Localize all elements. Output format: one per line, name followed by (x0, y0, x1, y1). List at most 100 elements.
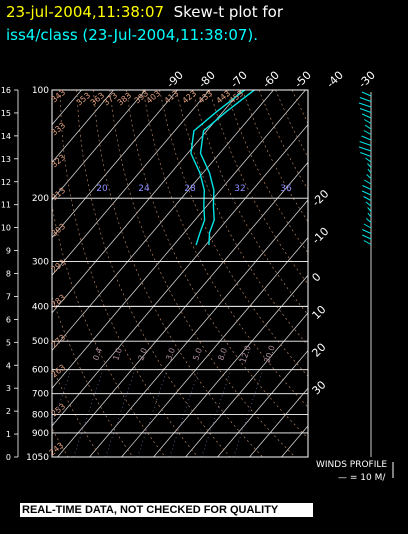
isotherm-line (217, 349, 308, 457)
mixing-ratio-line (137, 369, 168, 457)
height-tick-label: 1 (6, 430, 11, 439)
height-tick-label: 4 (6, 361, 11, 370)
dry-adiabat (325, 90, 408, 457)
temp-tick-label-top: -90 (164, 69, 186, 91)
mixing-ratio-label: 32 (234, 184, 245, 194)
temp-tick-label-right: 30 (310, 378, 329, 397)
isotherm-line (249, 387, 308, 457)
wind-barb (361, 190, 372, 196)
plot-area (52, 90, 408, 457)
mixing-ratio-line (169, 369, 200, 457)
wind-barb (363, 196, 372, 201)
height-tick-label: 10 (1, 224, 11, 233)
theta-label: 243 (48, 441, 65, 458)
dry-adiabat (208, 90, 308, 285)
dry-adiabat (275, 90, 308, 158)
wind-barb (359, 108, 372, 113)
isotherm-line (185, 312, 308, 457)
dry-adiabat (92, 90, 263, 457)
wind-barb (362, 185, 372, 190)
pressure-tick-label: 600 (32, 366, 49, 376)
height-tick-label: 8 (6, 270, 11, 279)
pressure-tick-label: 500 (32, 337, 49, 347)
mixing-ratio-label: 3.0 (164, 347, 177, 362)
mixing-ratio-label: 20.0 (262, 344, 277, 364)
wind-barb (367, 207, 372, 212)
mixing-ratio-line (105, 369, 136, 457)
dry-adiabat (309, 90, 408, 457)
dry-adiabat (126, 90, 308, 439)
wind-barb (362, 229, 372, 234)
theta-label: 423 (181, 89, 198, 106)
temp-tick-label-top: -50 (292, 69, 314, 91)
mixing-ratio-label: 24 (138, 184, 150, 194)
isotherm-line (153, 274, 308, 457)
temp-tick-label-right: 0 (309, 270, 323, 284)
winds-profile-scale: — = 10 M/ (338, 473, 386, 483)
mixing-ratio-line (233, 369, 264, 457)
theta-label: 383 (116, 91, 133, 108)
isotherm-line (52, 90, 242, 314)
theta-label: 413 (163, 89, 180, 106)
height-tick-label: 3 (6, 384, 11, 393)
mixing-ratio-label: 36 (280, 184, 292, 194)
wind-barb (361, 135, 372, 141)
height-tick-label: 16 (1, 86, 11, 95)
mixing-ratio-label: 1.0 (111, 347, 124, 362)
temp-tick-label-top: -30 (356, 69, 378, 91)
wind-barb (365, 201, 372, 207)
dry-adiabat (225, 90, 308, 254)
plot-frame (51, 89, 309, 458)
wind-barb (363, 223, 372, 229)
height-tick-label: 6 (6, 315, 11, 324)
height-tick-label: 14 (1, 132, 11, 141)
isotherm-line (52, 90, 82, 126)
wind-barb (367, 212, 372, 218)
pressure-tick-label: 1050 (26, 453, 49, 463)
mixing-ratio-line (52, 369, 72, 427)
isotherm-line (52, 90, 114, 163)
dry-adiabat (342, 90, 408, 457)
mixing-ratio-label: 5.0 (191, 347, 204, 362)
wind-barb (364, 179, 372, 185)
pressure-tick-label: 100 (32, 86, 49, 96)
isotherm-line (52, 90, 146, 201)
pressure-tick-label: 900 (32, 429, 49, 439)
dewpoint-trace (190, 90, 246, 246)
wind-barb (359, 97, 372, 102)
pressure-tick-label: 400 (32, 302, 49, 312)
height-tick-label: 0 (6, 453, 11, 462)
temp-tick-label-right: -20 (309, 187, 331, 209)
dry-adiabat (258, 90, 308, 191)
mixing-ratio-label: 8.0 (216, 347, 229, 362)
mixing-ratio-label: 12.0 (238, 344, 253, 364)
temp-tick-label-right: 20 (309, 341, 328, 360)
wind-barb (366, 174, 372, 179)
wind-barb (359, 141, 372, 146)
wind-barb (367, 168, 372, 174)
wind-barb (358, 146, 372, 152)
dry-adiabat (52, 365, 101, 457)
wind-barb (365, 218, 372, 223)
dry-adiabat (192, 90, 308, 316)
wind-barb (367, 163, 372, 168)
dry-adiabat (52, 295, 134, 457)
mixing-ratio-label: 0.4 (91, 347, 104, 362)
wind-barb (362, 234, 372, 240)
wind-barb (361, 113, 372, 119)
mixing-ratio-line (201, 369, 232, 457)
wind-barb (358, 102, 372, 108)
pressure-tick-label: 300 (32, 257, 49, 267)
wind-barb (361, 91, 372, 97)
chart-title: 23-jul-2004,11:38:07 Skew-t plot for (6, 3, 283, 21)
winds-profile-label: WINDS PROFILE (316, 460, 388, 470)
wind-barb (360, 152, 372, 157)
isotherm-line (57, 161, 308, 457)
mixing-ratio-label: 20 (96, 184, 108, 194)
isotherm-line (121, 237, 308, 457)
height-tick-label: 7 (6, 292, 11, 301)
wind-barb (364, 124, 372, 130)
isotherm-line (52, 90, 210, 276)
dry-adiabat (358, 90, 408, 457)
